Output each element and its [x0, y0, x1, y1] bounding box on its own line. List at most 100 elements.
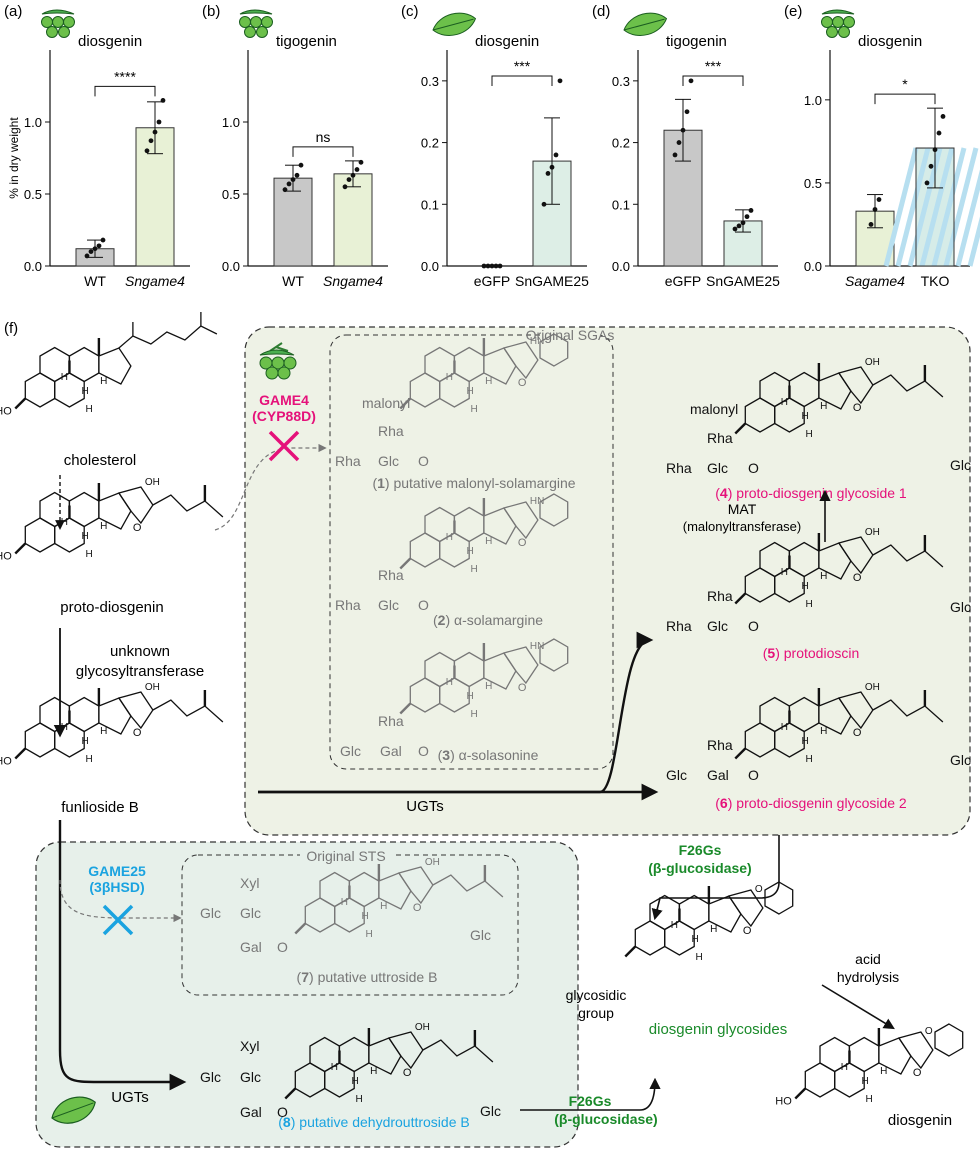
data-point	[748, 208, 754, 213]
svg-text:H: H	[446, 677, 453, 688]
chart-title: diosgenin	[475, 33, 539, 50]
svg-text:Glc: Glc	[950, 599, 971, 615]
svg-text:H: H	[801, 411, 808, 422]
data-point	[872, 207, 878, 212]
data-point	[493, 263, 499, 269]
svg-text:Rha: Rha	[707, 588, 733, 604]
data-point	[346, 177, 352, 183]
svg-text:Glc: Glc	[950, 457, 971, 473]
data-point	[342, 184, 348, 190]
svg-text:H: H	[351, 1076, 358, 1087]
svg-text:Gal: Gal	[240, 1104, 262, 1120]
data-point	[160, 98, 166, 103]
svg-text:H: H	[781, 722, 788, 733]
original-sts-box	[181, 854, 519, 996]
svg-text:O: O	[925, 1026, 933, 1037]
berries-icon-pathway	[259, 342, 297, 380]
svg-text:H: H	[710, 924, 717, 935]
svg-text:Rha: Rha	[378, 423, 404, 439]
svg-text:OH: OH	[425, 857, 440, 868]
data-point	[84, 253, 90, 259]
f26gs-label-2: F26Gs	[569, 1093, 612, 1109]
data-point	[148, 138, 154, 144]
svg-text:O: O	[418, 453, 429, 469]
svg-text:OH: OH	[865, 357, 880, 368]
data-point	[868, 222, 874, 227]
svg-text:H: H	[446, 532, 453, 543]
data-point	[290, 177, 296, 183]
svg-text:H: H	[100, 726, 107, 737]
chart-a: (a) diosgenin 0.0 0.5 1.0% in dry weight WT Sn…	[4, 3, 190, 289]
ugts-label-2: UGTs	[111, 1089, 149, 1106]
svg-text:Glc: Glc	[470, 927, 491, 943]
panel-label: (a)	[4, 3, 22, 20]
svg-text:H: H	[470, 709, 477, 720]
svg-text:(8) putative dehydrouttroside: (8) putative dehydrouttroside B	[278, 1114, 469, 1130]
svg-text:acid: acid	[855, 951, 881, 967]
svg-text:H: H	[81, 531, 88, 542]
svg-text:O: O	[748, 618, 759, 634]
svg-text:O: O	[743, 925, 752, 937]
svg-text:HO: HO	[0, 551, 12, 563]
mat-full-label: (malonyltransferase)	[683, 519, 802, 534]
svg-text:H: H	[355, 1094, 362, 1105]
chart-title: tigogenin	[666, 33, 727, 50]
svg-text:Rha: Rha	[707, 737, 733, 753]
y-tick-label: 0.5	[222, 187, 240, 202]
significance-bracket	[292, 146, 354, 157]
svg-text:O: O	[748, 767, 759, 783]
data-point	[294, 172, 300, 178]
svg-text:H: H	[781, 567, 788, 578]
svg-text:(7) putative uttroside B: (7) putative uttroside B	[297, 969, 438, 985]
svg-text:Glc: Glc	[707, 460, 728, 476]
svg-text:H: H	[805, 754, 812, 765]
svg-text:O: O	[277, 939, 288, 955]
ugts-label: UGTs	[406, 798, 444, 815]
svg-text:O: O	[403, 1067, 412, 1079]
svg-text:OH: OH	[865, 527, 880, 538]
svg-text:O: O	[518, 537, 527, 549]
berries-icon	[41, 9, 75, 38]
svg-text:Xyl: Xyl	[240, 1038, 259, 1054]
svg-text:H: H	[865, 1094, 872, 1105]
chart-title: diosgenin	[858, 33, 922, 50]
y-tick-label: 0.5	[24, 187, 42, 202]
svg-text:O: O	[133, 727, 142, 739]
svg-text:H: H	[100, 521, 107, 532]
data-point	[88, 249, 94, 255]
svg-text:Glc: Glc	[378, 597, 399, 613]
game4-sub-label: (CYP88D)	[252, 408, 316, 424]
svg-text:Glc: Glc	[950, 752, 971, 768]
svg-text:H: H	[485, 376, 492, 387]
svg-text:Glc: Glc	[240, 1069, 261, 1085]
proto-diosgenin-label: proto-diosgenin	[60, 599, 163, 616]
cholesterol-label: cholesterol	[64, 452, 137, 469]
svg-text:H: H	[805, 599, 812, 610]
y-tick-label: 0.2	[612, 136, 630, 151]
svg-text:HN: HN	[530, 336, 544, 347]
x-tick-label: TKO	[921, 273, 950, 289]
original-sgas-label: Original SGAs	[526, 327, 615, 343]
svg-text:H: H	[781, 397, 788, 408]
data-point	[350, 172, 356, 178]
data-point	[481, 263, 487, 269]
chart-title: tigogenin	[276, 33, 337, 50]
game25-block-cross-icon	[102, 904, 134, 936]
y-tick-label: 1.0	[222, 115, 240, 130]
svg-text:O: O	[277, 1104, 288, 1120]
svg-text:H: H	[380, 901, 387, 912]
data-point	[549, 164, 555, 170]
bar-stripe	[895, 147, 931, 267]
svg-text:OH: OH	[865, 682, 880, 693]
svg-text:(5) protodioscin: (5) protodioscin	[763, 645, 860, 661]
y-tick-label: 0.3	[612, 74, 630, 89]
mat-label: MAT	[728, 501, 757, 517]
svg-text:glycosidic: glycosidic	[566, 987, 627, 1003]
data-point	[545, 171, 551, 176]
svg-text:H: H	[100, 376, 107, 387]
svg-text:H: H	[801, 581, 808, 592]
